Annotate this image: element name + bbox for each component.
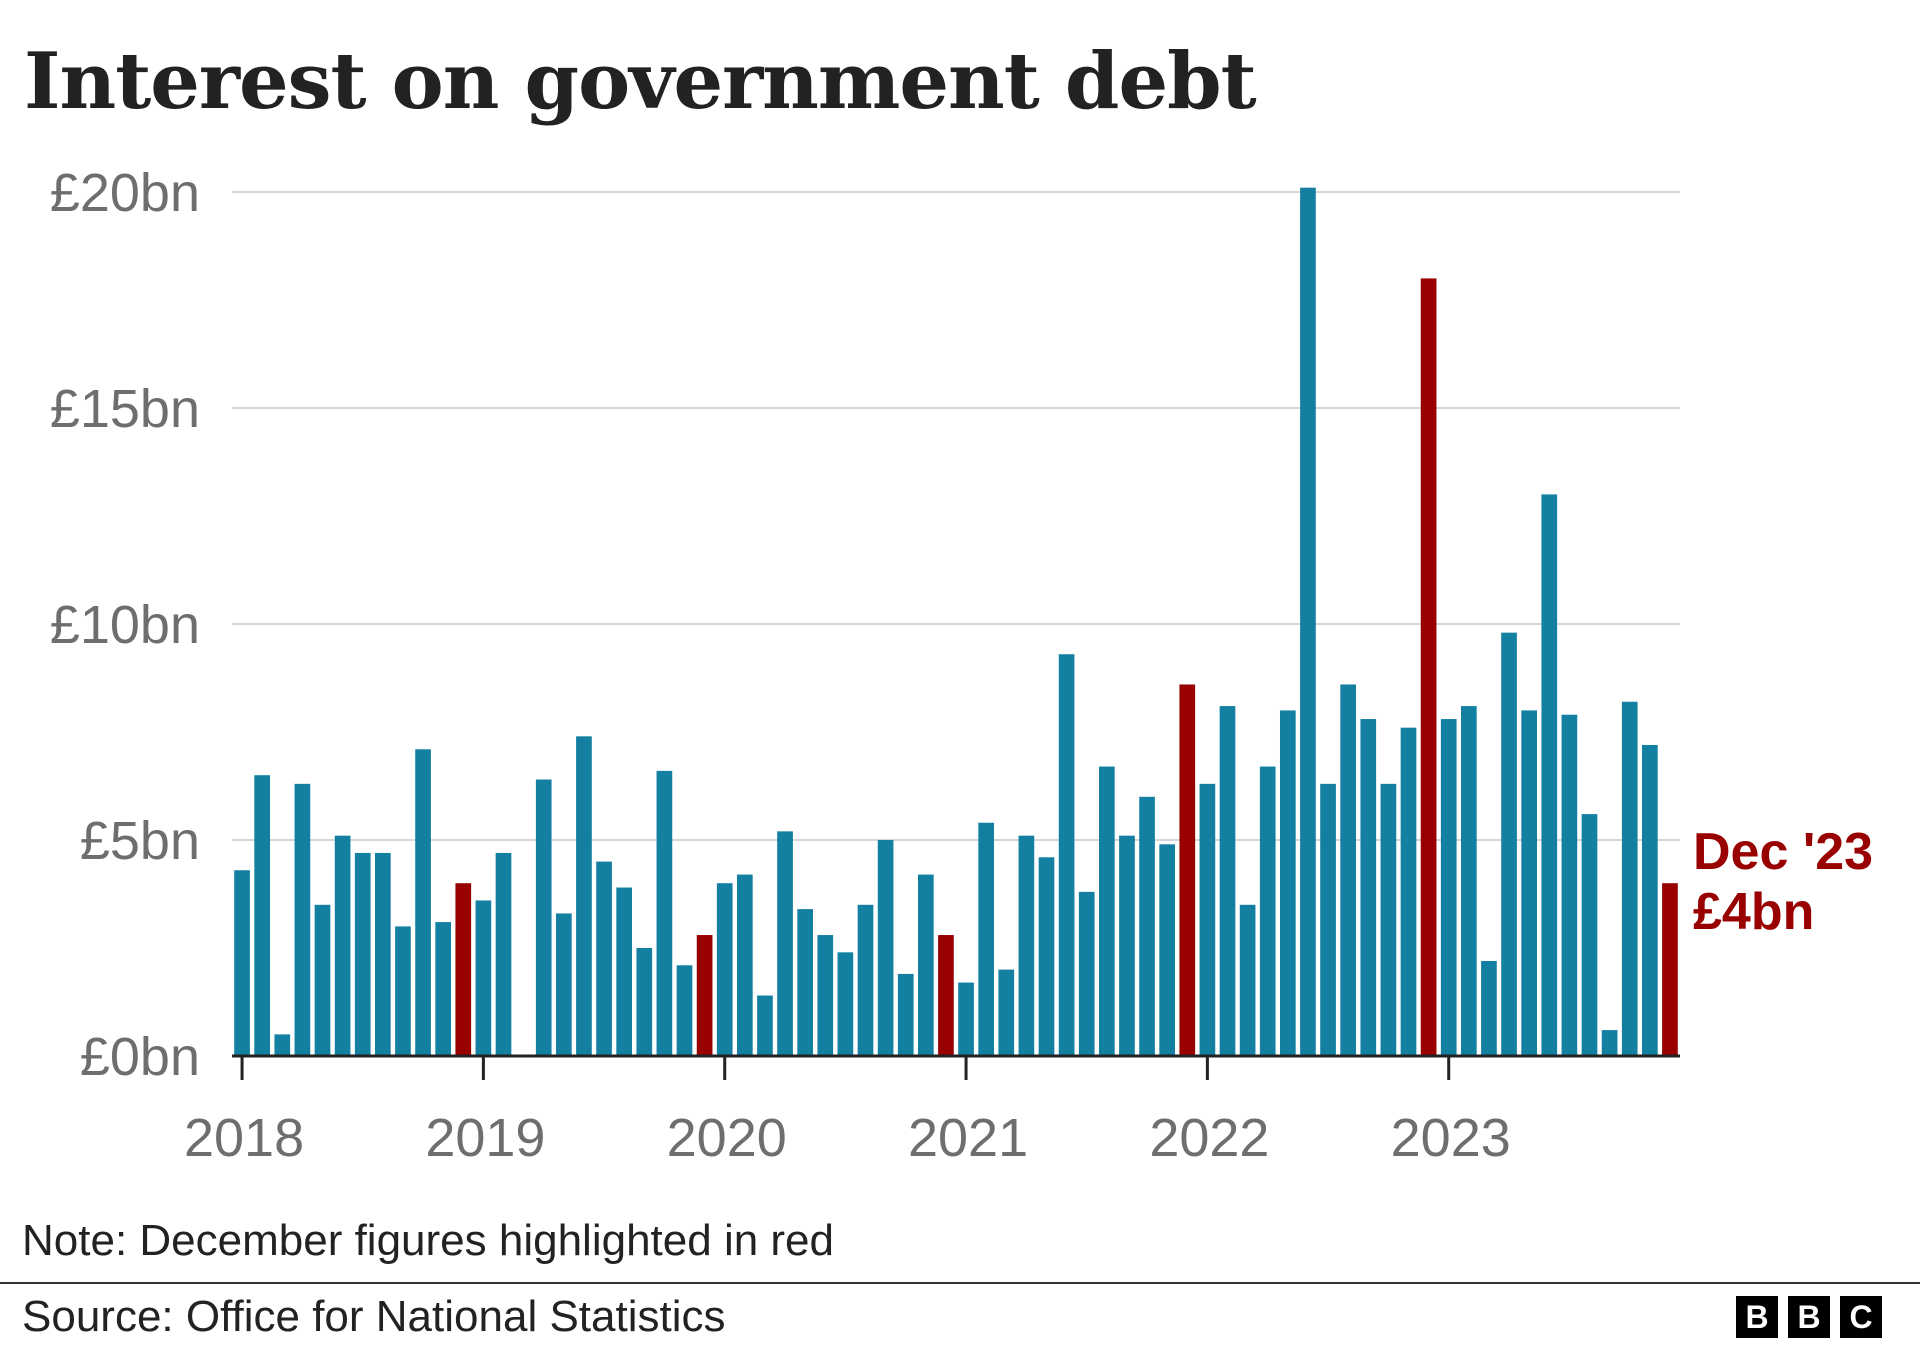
bar xyxy=(1139,796,1155,1056)
bar xyxy=(1018,835,1035,1056)
bar xyxy=(837,952,854,1056)
chart-note: Note: December figures highlighted in re… xyxy=(22,1216,835,1265)
y-tick-label: £15bn xyxy=(50,379,200,439)
bar xyxy=(1601,1030,1618,1056)
bar-december xyxy=(1662,883,1678,1056)
x-tick-label: 2021 xyxy=(908,1108,1028,1168)
y-tick-label: £5bn xyxy=(80,811,200,871)
bar xyxy=(736,874,753,1056)
bar xyxy=(1320,783,1336,1056)
bar xyxy=(676,965,693,1056)
bar xyxy=(1119,835,1135,1056)
bar xyxy=(1219,706,1236,1056)
bar xyxy=(1199,783,1216,1056)
bar xyxy=(978,822,995,1056)
y-tick-label: £10bn xyxy=(50,595,200,655)
x-tick-label: 2019 xyxy=(425,1108,545,1168)
bar xyxy=(857,904,874,1056)
bar xyxy=(917,874,934,1056)
y-axis: £0bn £5bn £10bn £15bn £20bn xyxy=(50,163,200,1087)
bar xyxy=(314,904,331,1056)
bar-december xyxy=(1179,684,1196,1056)
bar xyxy=(596,861,612,1056)
bar xyxy=(716,883,733,1056)
bar xyxy=(415,749,431,1056)
bars xyxy=(234,187,1678,1056)
bar xyxy=(1460,706,1477,1056)
logo-letter: C xyxy=(1840,1296,1882,1338)
x-axis: 2018 2019 2020 2021 2022 2023 xyxy=(184,1054,1680,1168)
bar xyxy=(616,887,633,1056)
bar xyxy=(1440,719,1457,1056)
bar xyxy=(797,909,814,1056)
bar xyxy=(757,995,773,1056)
bar xyxy=(1058,654,1075,1056)
bar-december xyxy=(1420,278,1437,1056)
bar xyxy=(897,973,914,1056)
annotation-month: Dec '23 xyxy=(1693,823,1873,881)
x-tick-label: 2018 xyxy=(184,1108,304,1168)
y-tick-label: £0bn xyxy=(80,1027,200,1087)
chart-source: Source: Office for National Statistics xyxy=(22,1292,726,1341)
bar xyxy=(495,852,512,1056)
gridlines xyxy=(232,191,1680,841)
x-tick-label: 2020 xyxy=(667,1108,787,1168)
bar xyxy=(777,831,793,1056)
bar xyxy=(1300,187,1316,1056)
bar xyxy=(1481,960,1497,1056)
bar xyxy=(1521,710,1538,1056)
bar xyxy=(576,736,592,1056)
bar xyxy=(1380,783,1397,1056)
bar xyxy=(274,1034,291,1056)
bar-chart: £0bn £5bn £10bn £15bn £20bn 2018 2019 2020 2021… xyxy=(50,163,1873,1168)
y-tick-label: £20bn xyxy=(50,163,200,223)
bar-december xyxy=(938,935,954,1056)
bar xyxy=(1098,766,1115,1056)
bar xyxy=(817,935,834,1056)
bar xyxy=(294,783,311,1056)
bar xyxy=(1259,766,1276,1056)
bar xyxy=(958,982,974,1056)
bar xyxy=(374,852,391,1056)
bar xyxy=(1078,891,1095,1056)
annotation-value: £4bn xyxy=(1693,883,1814,941)
bar xyxy=(998,969,1015,1056)
bar-december xyxy=(696,935,713,1056)
bar xyxy=(1340,684,1357,1056)
bar-december xyxy=(455,883,472,1056)
x-tick-label: 2022 xyxy=(1149,1108,1269,1168)
bar xyxy=(1641,744,1658,1056)
bar xyxy=(334,835,351,1056)
annotation: Dec '23 £4bn xyxy=(1693,823,1873,941)
bar xyxy=(877,840,894,1056)
bar xyxy=(435,922,452,1056)
bar xyxy=(254,775,271,1056)
bar xyxy=(234,870,250,1056)
logo-letter: B xyxy=(1788,1296,1830,1338)
bar xyxy=(354,852,371,1056)
bar xyxy=(1541,494,1558,1056)
bar xyxy=(1400,727,1417,1056)
bar xyxy=(636,948,653,1056)
bar xyxy=(1239,904,1256,1056)
chart-title: Interest on government debt xyxy=(24,36,1257,127)
bar xyxy=(395,926,411,1056)
logo-letter: B xyxy=(1736,1296,1778,1338)
x-tick-label: 2023 xyxy=(1391,1108,1511,1168)
bar xyxy=(555,913,572,1056)
bar xyxy=(1621,701,1638,1056)
bar xyxy=(1159,844,1176,1056)
bbc-logo: B B C xyxy=(1736,1296,1882,1338)
bar xyxy=(1501,632,1517,1056)
bar xyxy=(656,770,673,1056)
bar xyxy=(1561,714,1578,1056)
bar xyxy=(1581,814,1598,1056)
bar xyxy=(1360,719,1377,1056)
footer-divider xyxy=(0,1282,1920,1284)
bar xyxy=(1038,857,1055,1056)
bar xyxy=(475,900,492,1056)
bar xyxy=(535,779,552,1056)
bar xyxy=(1279,710,1296,1056)
